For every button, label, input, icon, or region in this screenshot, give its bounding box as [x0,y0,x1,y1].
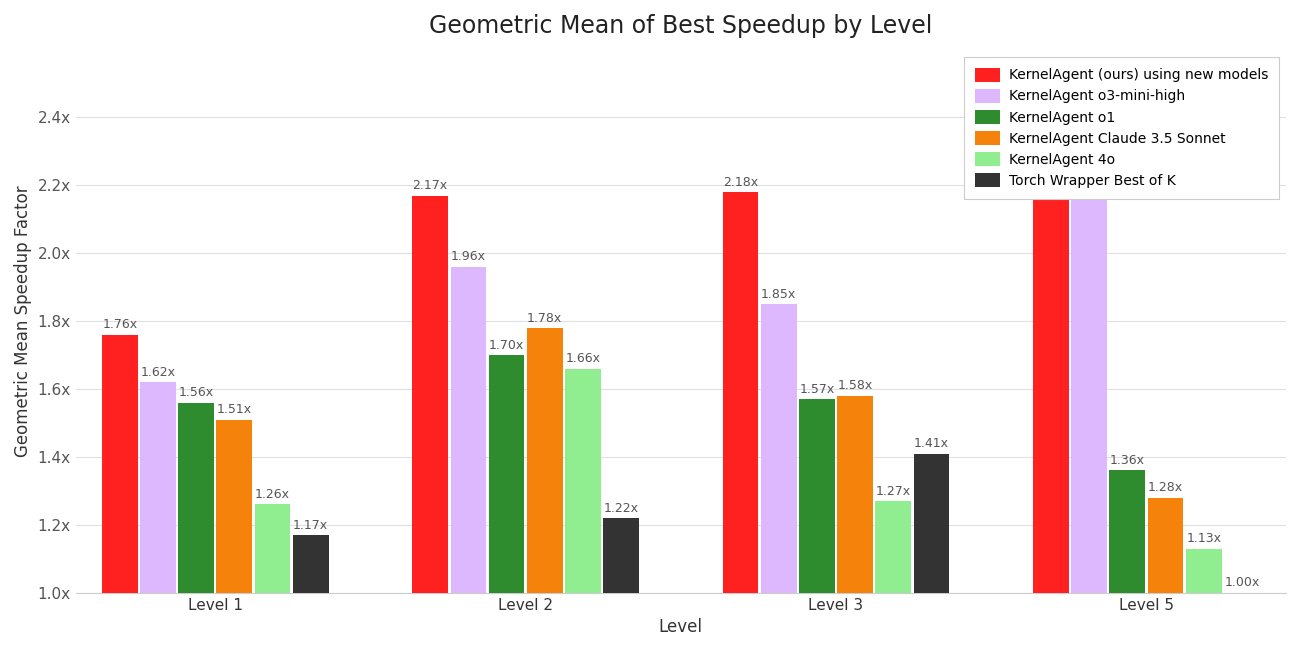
Bar [412,196,448,593]
Text: 1.58x: 1.58x [837,380,872,393]
Text: 1.66x: 1.66x [566,352,601,365]
Text: 1.57x: 1.57x [800,383,835,396]
Bar [723,192,758,593]
Text: 1.96x: 1.96x [451,250,486,263]
Title: Geometric Mean of Best Speedup by Level: Geometric Mean of Best Speedup by Level [429,14,932,38]
Text: 2.17x: 2.17x [412,179,447,192]
Text: 1.76x: 1.76x [103,318,138,332]
Bar [837,396,874,593]
Bar [760,304,797,593]
Bar [800,399,835,593]
Y-axis label: Geometric Mean Speedup Factor: Geometric Mean Speedup Factor [14,185,32,457]
Text: 1.00x: 1.00x [1225,577,1260,590]
Text: 1.28x: 1.28x [1148,481,1183,494]
Bar [914,454,949,593]
Text: 1.78x: 1.78x [526,311,563,324]
Text: 1.41x: 1.41x [914,437,949,450]
Bar [526,328,563,593]
Bar [1034,97,1069,593]
Text: 1.70x: 1.70x [489,339,524,352]
Text: 2.23x: 2.23x [1071,159,1106,172]
Bar [1148,498,1183,593]
Text: 1.85x: 1.85x [760,288,797,301]
Bar [603,518,638,593]
Text: 1.22x: 1.22x [603,502,638,515]
Text: 1.13x: 1.13x [1186,532,1221,545]
Bar [875,501,911,593]
Bar [255,504,290,593]
Bar [101,335,138,593]
Bar [217,419,252,593]
Text: 1.51x: 1.51x [217,403,252,416]
Text: 2.46x: 2.46x [1034,81,1069,94]
Text: 1.26x: 1.26x [255,488,290,501]
Bar [140,382,176,593]
Bar [292,535,329,593]
Bar [1186,549,1222,593]
Text: 1.36x: 1.36x [1110,454,1145,467]
Bar [1109,471,1145,593]
Text: 1.17x: 1.17x [292,519,328,532]
X-axis label: Level: Level [659,618,703,636]
Text: 1.62x: 1.62x [140,366,176,379]
Text: 1.56x: 1.56x [178,386,213,399]
Text: 2.18x: 2.18x [723,176,758,188]
Bar [1071,175,1108,593]
Legend: KernelAgent (ours) using new models, KernelAgent o3-mini-high, KernelAgent o1, K: KernelAgent (ours) using new models, Ker… [965,57,1279,199]
Bar [566,369,601,593]
Bar [178,402,215,593]
Text: 1.27x: 1.27x [876,485,911,498]
Bar [489,355,524,593]
Bar [451,266,486,593]
